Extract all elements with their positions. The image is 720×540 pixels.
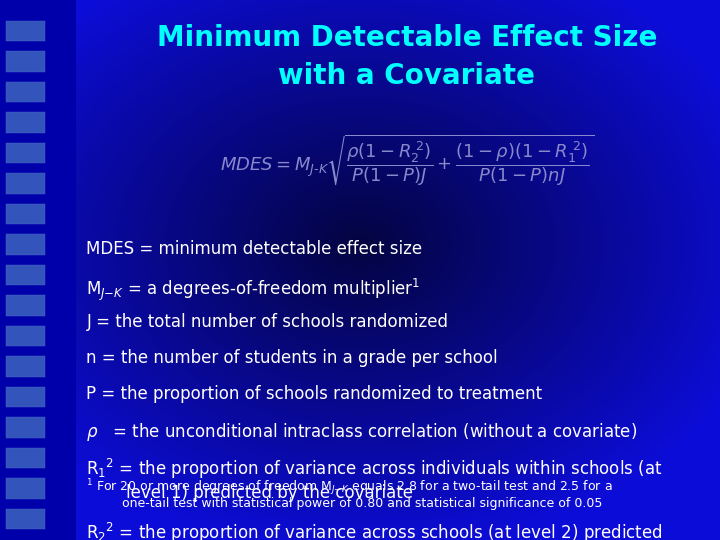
Text: R$_1$$^2$ = the proportion of variance across individuals within schools (at: R$_1$$^2$ = the proportion of variance a… <box>86 457 663 482</box>
FancyBboxPatch shape <box>6 21 45 41</box>
FancyBboxPatch shape <box>6 295 45 316</box>
FancyBboxPatch shape <box>6 204 45 224</box>
Text: M$_{J\mathregular{-}K}$ = a degrees-of-freedom multiplier$^1$: M$_{J\mathregular{-}K}$ = a degrees-of-f… <box>86 276 420 303</box>
FancyBboxPatch shape <box>6 143 45 163</box>
FancyBboxPatch shape <box>6 173 45 194</box>
FancyBboxPatch shape <box>6 112 45 133</box>
FancyBboxPatch shape <box>6 509 45 529</box>
Text: $^1$ For 20 or more degrees of freedom M$_{J\mathregular{-}K}$ equals 2.8 for a : $^1$ For 20 or more degrees of freedom M… <box>86 478 613 498</box>
FancyBboxPatch shape <box>0 0 76 540</box>
FancyBboxPatch shape <box>6 356 45 377</box>
Text: one-tail test with statistical power of 0.80 and statistical significance of 0.0: one-tail test with statistical power of … <box>122 497 603 510</box>
Text: R$_2$$^2$ = the proportion of variance across schools (at level 2) predicted: R$_2$$^2$ = the proportion of variance a… <box>86 521 663 540</box>
Text: MDES = minimum detectable effect size: MDES = minimum detectable effect size <box>86 240 423 258</box>
Text: Minimum Detectable Effect Size: Minimum Detectable Effect Size <box>157 24 657 52</box>
FancyBboxPatch shape <box>6 417 45 438</box>
Text: P = the proportion of schools randomized to treatment: P = the proportion of schools randomized… <box>86 385 543 403</box>
FancyBboxPatch shape <box>6 448 45 468</box>
FancyBboxPatch shape <box>6 82 45 102</box>
FancyBboxPatch shape <box>6 265 45 285</box>
Text: level 1) predicted by the covariate: level 1) predicted by the covariate <box>126 484 413 502</box>
FancyBboxPatch shape <box>6 51 45 72</box>
Text: n = the number of students in a grade per school: n = the number of students in a grade pe… <box>86 349 498 367</box>
FancyBboxPatch shape <box>6 326 45 346</box>
Text: $\mathit{MDES} = M_{J\text{-}K}\sqrt{\dfrac{\rho(1-R_2^{\;2})}{P(1-P)J} + \dfrac: $\mathit{MDES} = M_{J\text{-}K}\sqrt{\df… <box>220 132 594 188</box>
Text: with a Covariate: with a Covariate <box>279 62 535 90</box>
FancyBboxPatch shape <box>6 387 45 407</box>
FancyBboxPatch shape <box>6 478 45 499</box>
Text: J = the total number of schools randomized: J = the total number of schools randomiz… <box>86 313 449 330</box>
Text: $\rho$   = the unconditional intraclass correlation (without a covariate): $\rho$ = the unconditional intraclass co… <box>86 421 638 443</box>
FancyBboxPatch shape <box>6 234 45 255</box>
